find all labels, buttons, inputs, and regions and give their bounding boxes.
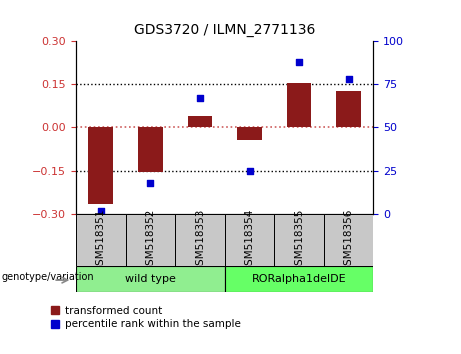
Bar xyxy=(188,116,213,127)
Point xyxy=(296,59,303,64)
Bar xyxy=(89,127,113,204)
Title: GDS3720 / ILMN_2771136: GDS3720 / ILMN_2771136 xyxy=(134,23,315,37)
Text: RORalpha1delDE: RORalpha1delDE xyxy=(252,274,346,284)
Bar xyxy=(225,266,373,292)
Point xyxy=(246,168,253,174)
Bar xyxy=(237,127,262,141)
Point xyxy=(147,180,154,186)
Bar xyxy=(138,127,163,172)
Text: GSM518354: GSM518354 xyxy=(244,208,254,272)
Bar xyxy=(324,214,373,266)
Point xyxy=(97,208,105,213)
Bar xyxy=(274,214,324,266)
Bar xyxy=(287,82,312,127)
Text: GSM518351: GSM518351 xyxy=(96,208,106,272)
Text: GSM518353: GSM518353 xyxy=(195,208,205,272)
Text: GSM518352: GSM518352 xyxy=(145,208,155,272)
Point xyxy=(196,95,204,101)
Legend: transformed count, percentile rank within the sample: transformed count, percentile rank withi… xyxy=(51,306,241,329)
Bar xyxy=(336,91,361,127)
Bar xyxy=(175,214,225,266)
Bar xyxy=(125,214,175,266)
Bar xyxy=(76,214,125,266)
Point xyxy=(345,76,352,82)
Bar xyxy=(225,214,274,266)
Text: GSM518356: GSM518356 xyxy=(343,208,354,272)
Text: genotype/variation: genotype/variation xyxy=(1,273,94,282)
Text: wild type: wild type xyxy=(125,274,176,284)
Text: GSM518355: GSM518355 xyxy=(294,208,304,272)
Bar xyxy=(76,266,225,292)
